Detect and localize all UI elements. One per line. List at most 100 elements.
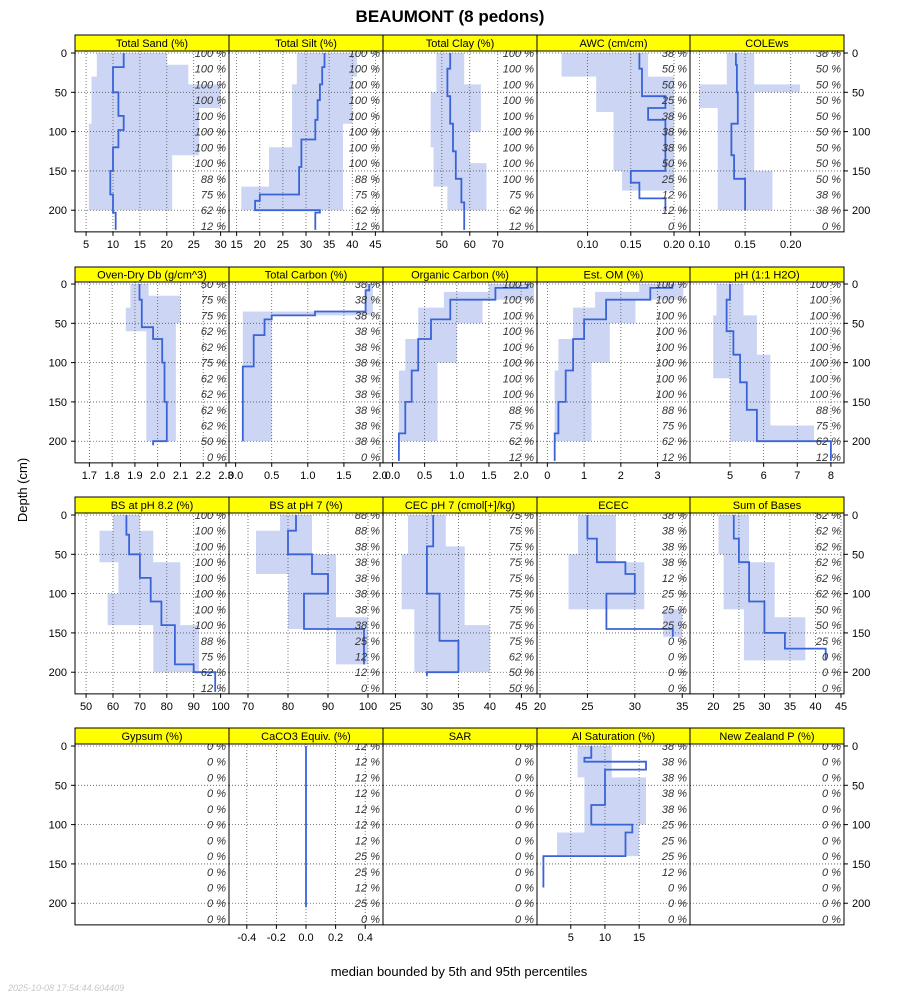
y-tick-label: 0 [852, 48, 858, 60]
x-tick-label: 8 [828, 470, 834, 482]
panel: 50 % 75 % 75 % 62 % 62 % 75 % 62 % 62 % 62 % 62 %… [49, 266, 234, 482]
pct-label: 38 % [355, 436, 380, 448]
x-tick-label: 0.10 [689, 239, 710, 251]
pct-label: 0 % [668, 667, 687, 679]
median-line [446, 53, 466, 230]
strip-label: Oven-Dry Db (g/cm^3) [97, 270, 207, 282]
x-tick-label: 0.5 [264, 470, 279, 482]
pct-label: 100 % [503, 174, 534, 186]
panel-background [75, 744, 229, 925]
pct-label: 38 % [355, 420, 380, 432]
pct-label: 25 % [354, 898, 380, 910]
x-tick-label: 0.15 [734, 239, 755, 251]
strip-label: Total Sand (%) [116, 38, 188, 50]
pct-label: 50 % [816, 158, 841, 170]
pct-label: 0 % [207, 882, 226, 894]
pct-label: 100 % [503, 310, 534, 322]
x-tick-label: 45 [515, 701, 527, 713]
median-line [241, 284, 371, 442]
pct-label: 100 % [195, 526, 226, 538]
panel: 100 %100 %100 %100 %100 %100 %100 %100 %… [49, 496, 230, 713]
pct-label: 100 % [349, 158, 380, 170]
pct-label: 100 % [810, 310, 841, 322]
panel: 0 %0 %0 %0 %0 %0 %0 %0 %0 %0 %0 %0 %Gyps… [49, 727, 230, 926]
pct-label: 12 % [355, 667, 380, 679]
x-tick-label: -0.4 [237, 932, 256, 944]
x-tick-label: 30 [421, 701, 433, 713]
pct-label: 25 % [661, 620, 687, 632]
strip-label: pH (1:1 H2O) [734, 270, 799, 282]
strip-label: CaCO3 Equiv. (%) [261, 731, 351, 743]
x-tick-label: 1.8 [105, 470, 120, 482]
percentile-band [554, 284, 684, 442]
x-tick-label: 30 [758, 701, 770, 713]
pct-label: 0 % [207, 867, 226, 879]
percentile-band [398, 284, 534, 442]
panel: 38 % 38 % 38 % 38 % 38 % 38 % 38 % 38 % 38 % 38 %… [228, 266, 388, 482]
pct-label: 62 % [816, 589, 841, 601]
pct-label: 38 % [662, 788, 687, 800]
median-line [629, 53, 667, 211]
pct-label: 0 % [822, 772, 841, 784]
percentile-band [561, 53, 674, 191]
x-tick-label: 2.0 [150, 470, 165, 482]
pct-label: 0 % [822, 804, 841, 816]
pct-label: 75 % [201, 651, 226, 663]
pct-label: 12 % [509, 452, 534, 464]
pct-label: 25 % [661, 835, 687, 847]
strip-background [689, 496, 845, 514]
pct-label: 75 % [355, 189, 380, 201]
x-tick-label: 100 [359, 701, 377, 713]
x-tick-label: 0 [544, 470, 550, 482]
pct-label: 25 % [661, 851, 687, 863]
pct-label: 0 % [207, 788, 226, 800]
pct-label: 50 % [662, 64, 687, 76]
pct-label: 100 % [503, 127, 534, 139]
pct-label: 0 % [822, 867, 841, 879]
strip-label: BS at pH 7 (%) [269, 500, 342, 512]
x-tick-label: 40 [809, 701, 821, 713]
x-tick-label: 60 [464, 239, 476, 251]
pct-label: 100 % [656, 310, 687, 322]
pct-label: 62 % [816, 573, 841, 585]
panel: 12 %12 %12 %12 %12 %12 %12 %25 %25 %12 %… [228, 727, 384, 944]
x-tick-label: 2.0 [513, 470, 528, 482]
panel: 38 %50 %50 %25 %38 %38 %38 %50 %25 %12 %… [536, 34, 691, 251]
median-line [732, 515, 827, 661]
pct-label: 12 % [662, 189, 687, 201]
pct-label: 0 % [361, 683, 380, 695]
y-tick-label: 200 [852, 898, 870, 910]
x-tick-label: 0.0 [385, 470, 400, 482]
pct-label: 12 % [355, 221, 380, 233]
pct-label: 75 % [509, 620, 534, 632]
y-tick-label: 100 [49, 127, 67, 139]
pct-label: 38 % [662, 804, 687, 816]
x-tick-label: 2.3 [218, 470, 233, 482]
pct-label: 62 % [201, 405, 226, 417]
pct-label: 100 % [349, 64, 380, 76]
pct-label: 25 % [354, 851, 380, 863]
pct-label: 100 % [503, 358, 534, 370]
pct-label: 100 % [810, 389, 841, 401]
strip-background [689, 266, 845, 283]
pct-label: 25 % [661, 820, 687, 832]
median-line [725, 284, 832, 461]
x-tick-label: 100 [211, 701, 229, 713]
x-tick-label: 25 [581, 701, 593, 713]
x-tick-label: 0.2 [328, 932, 343, 944]
strip-label: Al Saturation (%) [572, 731, 655, 743]
pct-label: 75 % [509, 541, 534, 553]
pct-label: 100 % [349, 127, 380, 139]
pct-label: 100 % [810, 373, 841, 385]
pct-label: 100 % [349, 111, 380, 123]
x-tick-label: 35 [784, 701, 796, 713]
pct-label: 75 % [201, 295, 226, 307]
y-tick-label: 200 [49, 436, 67, 448]
panel: 62 %62 %62 %62 %62 %62 %50 %50 %25 %0 %0… [689, 496, 870, 713]
x-tick-label: 15 [633, 932, 645, 944]
pct-label: 0 % [668, 221, 687, 233]
x-tick-label: 0.20 [780, 239, 801, 251]
x-tick-label: 25 [277, 239, 289, 251]
pct-label: 0 % [668, 882, 687, 894]
pct-label: 100 % [503, 142, 534, 154]
